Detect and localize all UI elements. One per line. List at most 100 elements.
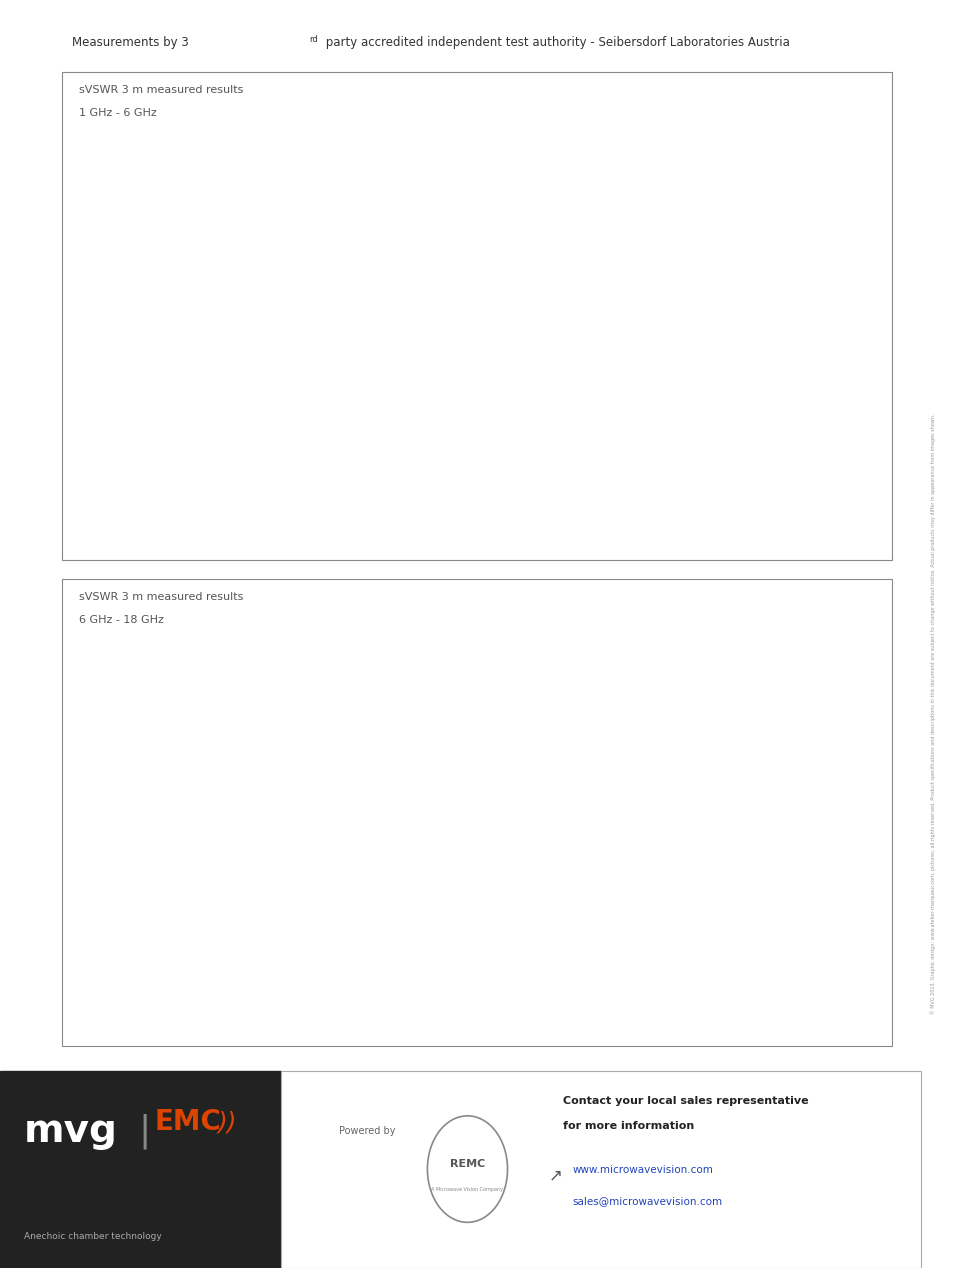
- Text: sVSWR 3 m measured results: sVSWR 3 m measured results: [79, 85, 243, 95]
- HR: [189, 856, 200, 871]
- Line: HR: HR: [133, 864, 867, 976]
- HL: [664, 742, 676, 757]
- Line: HC: HC: [133, 891, 867, 980]
- VL: [656, 279, 667, 294]
- VC: [128, 411, 139, 426]
- HC: [274, 973, 286, 988]
- Line: HT: HT: [133, 824, 867, 961]
- HR: [862, 905, 873, 921]
- Text: sales@microwavevision.com: sales@microwavevision.com: [572, 1196, 721, 1206]
- HC: [443, 921, 455, 936]
- HR: [682, 927, 694, 942]
- VR: [569, 231, 580, 246]
- Text: Anechoic chamber technology: Anechoic chamber technology: [24, 1231, 161, 1241]
- HR: [403, 969, 415, 984]
- HL: [128, 910, 139, 926]
- VL: [316, 393, 328, 408]
- VT: [553, 454, 564, 469]
- Text: 6 GHz - 18 GHz: 6 GHz - 18 GHz: [79, 615, 164, 625]
- X-axis label: Frequency [GHz]: Frequency [GHz]: [458, 1006, 542, 1016]
- X-axis label: Frequency [GHz]: Frequency [GHz]: [458, 515, 542, 525]
- HC: [652, 942, 663, 957]
- HC: [319, 935, 331, 950]
- VC: [618, 402, 630, 417]
- Text: EMC: EMC: [154, 1108, 221, 1136]
- Text: Powered by: Powered by: [338, 1126, 395, 1136]
- VL: [128, 397, 139, 412]
- HR: [762, 928, 774, 943]
- VC: [681, 432, 693, 448]
- Text: party accredited independent test authority - Seibersdorf Laboratories Austria: party accredited independent test author…: [322, 37, 789, 49]
- Legend: Specification Limit, VR, VL, VT, VC: Specification Limit, VR, VL, VT, VC: [765, 143, 863, 205]
- VL: [618, 397, 630, 412]
- Line: VR: VR: [133, 238, 867, 489]
- HC: [682, 922, 694, 937]
- HT: [681, 886, 693, 902]
- VL: [257, 420, 269, 435]
- HT: [686, 954, 698, 969]
- HT: [318, 926, 330, 941]
- Y-axis label: sVSWR [dB]: sVSWR [dB]: [108, 792, 116, 838]
- HL: [862, 926, 873, 941]
- HR: [128, 923, 139, 938]
- HL: [335, 973, 346, 988]
- HT: [862, 910, 873, 926]
- VR: [618, 369, 630, 384]
- HC: [128, 947, 139, 962]
- VC: [561, 379, 573, 394]
- Text: |: |: [138, 1113, 151, 1149]
- VR: [316, 417, 328, 432]
- VR: [128, 337, 139, 353]
- VT: [259, 281, 271, 297]
- HL: [651, 886, 662, 902]
- HT: [441, 850, 453, 865]
- VT: [562, 377, 574, 392]
- VT: [461, 421, 473, 436]
- VL: [682, 421, 694, 436]
- VT: [128, 388, 139, 403]
- VC: [862, 404, 873, 420]
- HL: [208, 902, 219, 917]
- VR: [862, 375, 873, 391]
- HR: [319, 921, 331, 936]
- Text: Measurements by 3: Measurements by 3: [71, 37, 188, 49]
- HT: [128, 913, 139, 928]
- VT: [257, 179, 269, 194]
- HT: [762, 903, 774, 918]
- VR: [560, 372, 572, 387]
- Text: mvg: mvg: [24, 1112, 117, 1150]
- HC: [208, 947, 219, 962]
- Line: VT: VT: [133, 186, 867, 462]
- VT: [862, 323, 873, 339]
- VL: [565, 482, 577, 497]
- HT: [671, 817, 682, 832]
- Legend: Specification Limit, HR, HL, HT, HC: Specification Limit, HR, HL, HT, HC: [765, 649, 863, 711]
- VR: [459, 299, 471, 314]
- HC: [371, 884, 382, 899]
- Text: rd: rd: [309, 36, 317, 44]
- HL: [762, 852, 774, 867]
- Text: A Microwave Vision Company: A Microwave Vision Company: [431, 1187, 503, 1192]
- VL: [560, 406, 572, 421]
- HR: [443, 921, 455, 936]
- VC: [316, 392, 328, 407]
- VT: [620, 326, 632, 341]
- Text: for more information: for more information: [562, 1121, 694, 1131]
- Line: HL: HL: [133, 749, 867, 980]
- Y-axis label: sVSWR [dB]: sVSWR [dB]: [108, 294, 116, 340]
- VC: [553, 325, 564, 340]
- HC: [862, 912, 873, 927]
- Text: )): )): [217, 1111, 236, 1134]
- VR: [257, 387, 269, 402]
- Text: 1 GHz - 6 GHz: 1 GHz - 6 GHz: [79, 108, 156, 118]
- Text: sVSWR 3 m measured results: sVSWR 3 m measured results: [79, 592, 243, 602]
- VC: [758, 474, 769, 489]
- HT: [208, 899, 219, 914]
- HR: [652, 923, 663, 938]
- Text: Contact your local sales representative: Contact your local sales representative: [562, 1096, 807, 1106]
- VL: [862, 416, 873, 431]
- VR: [639, 482, 650, 497]
- Text: ↗: ↗: [548, 1167, 562, 1184]
- Text: REMC: REMC: [450, 1159, 484, 1169]
- HR: [209, 914, 220, 929]
